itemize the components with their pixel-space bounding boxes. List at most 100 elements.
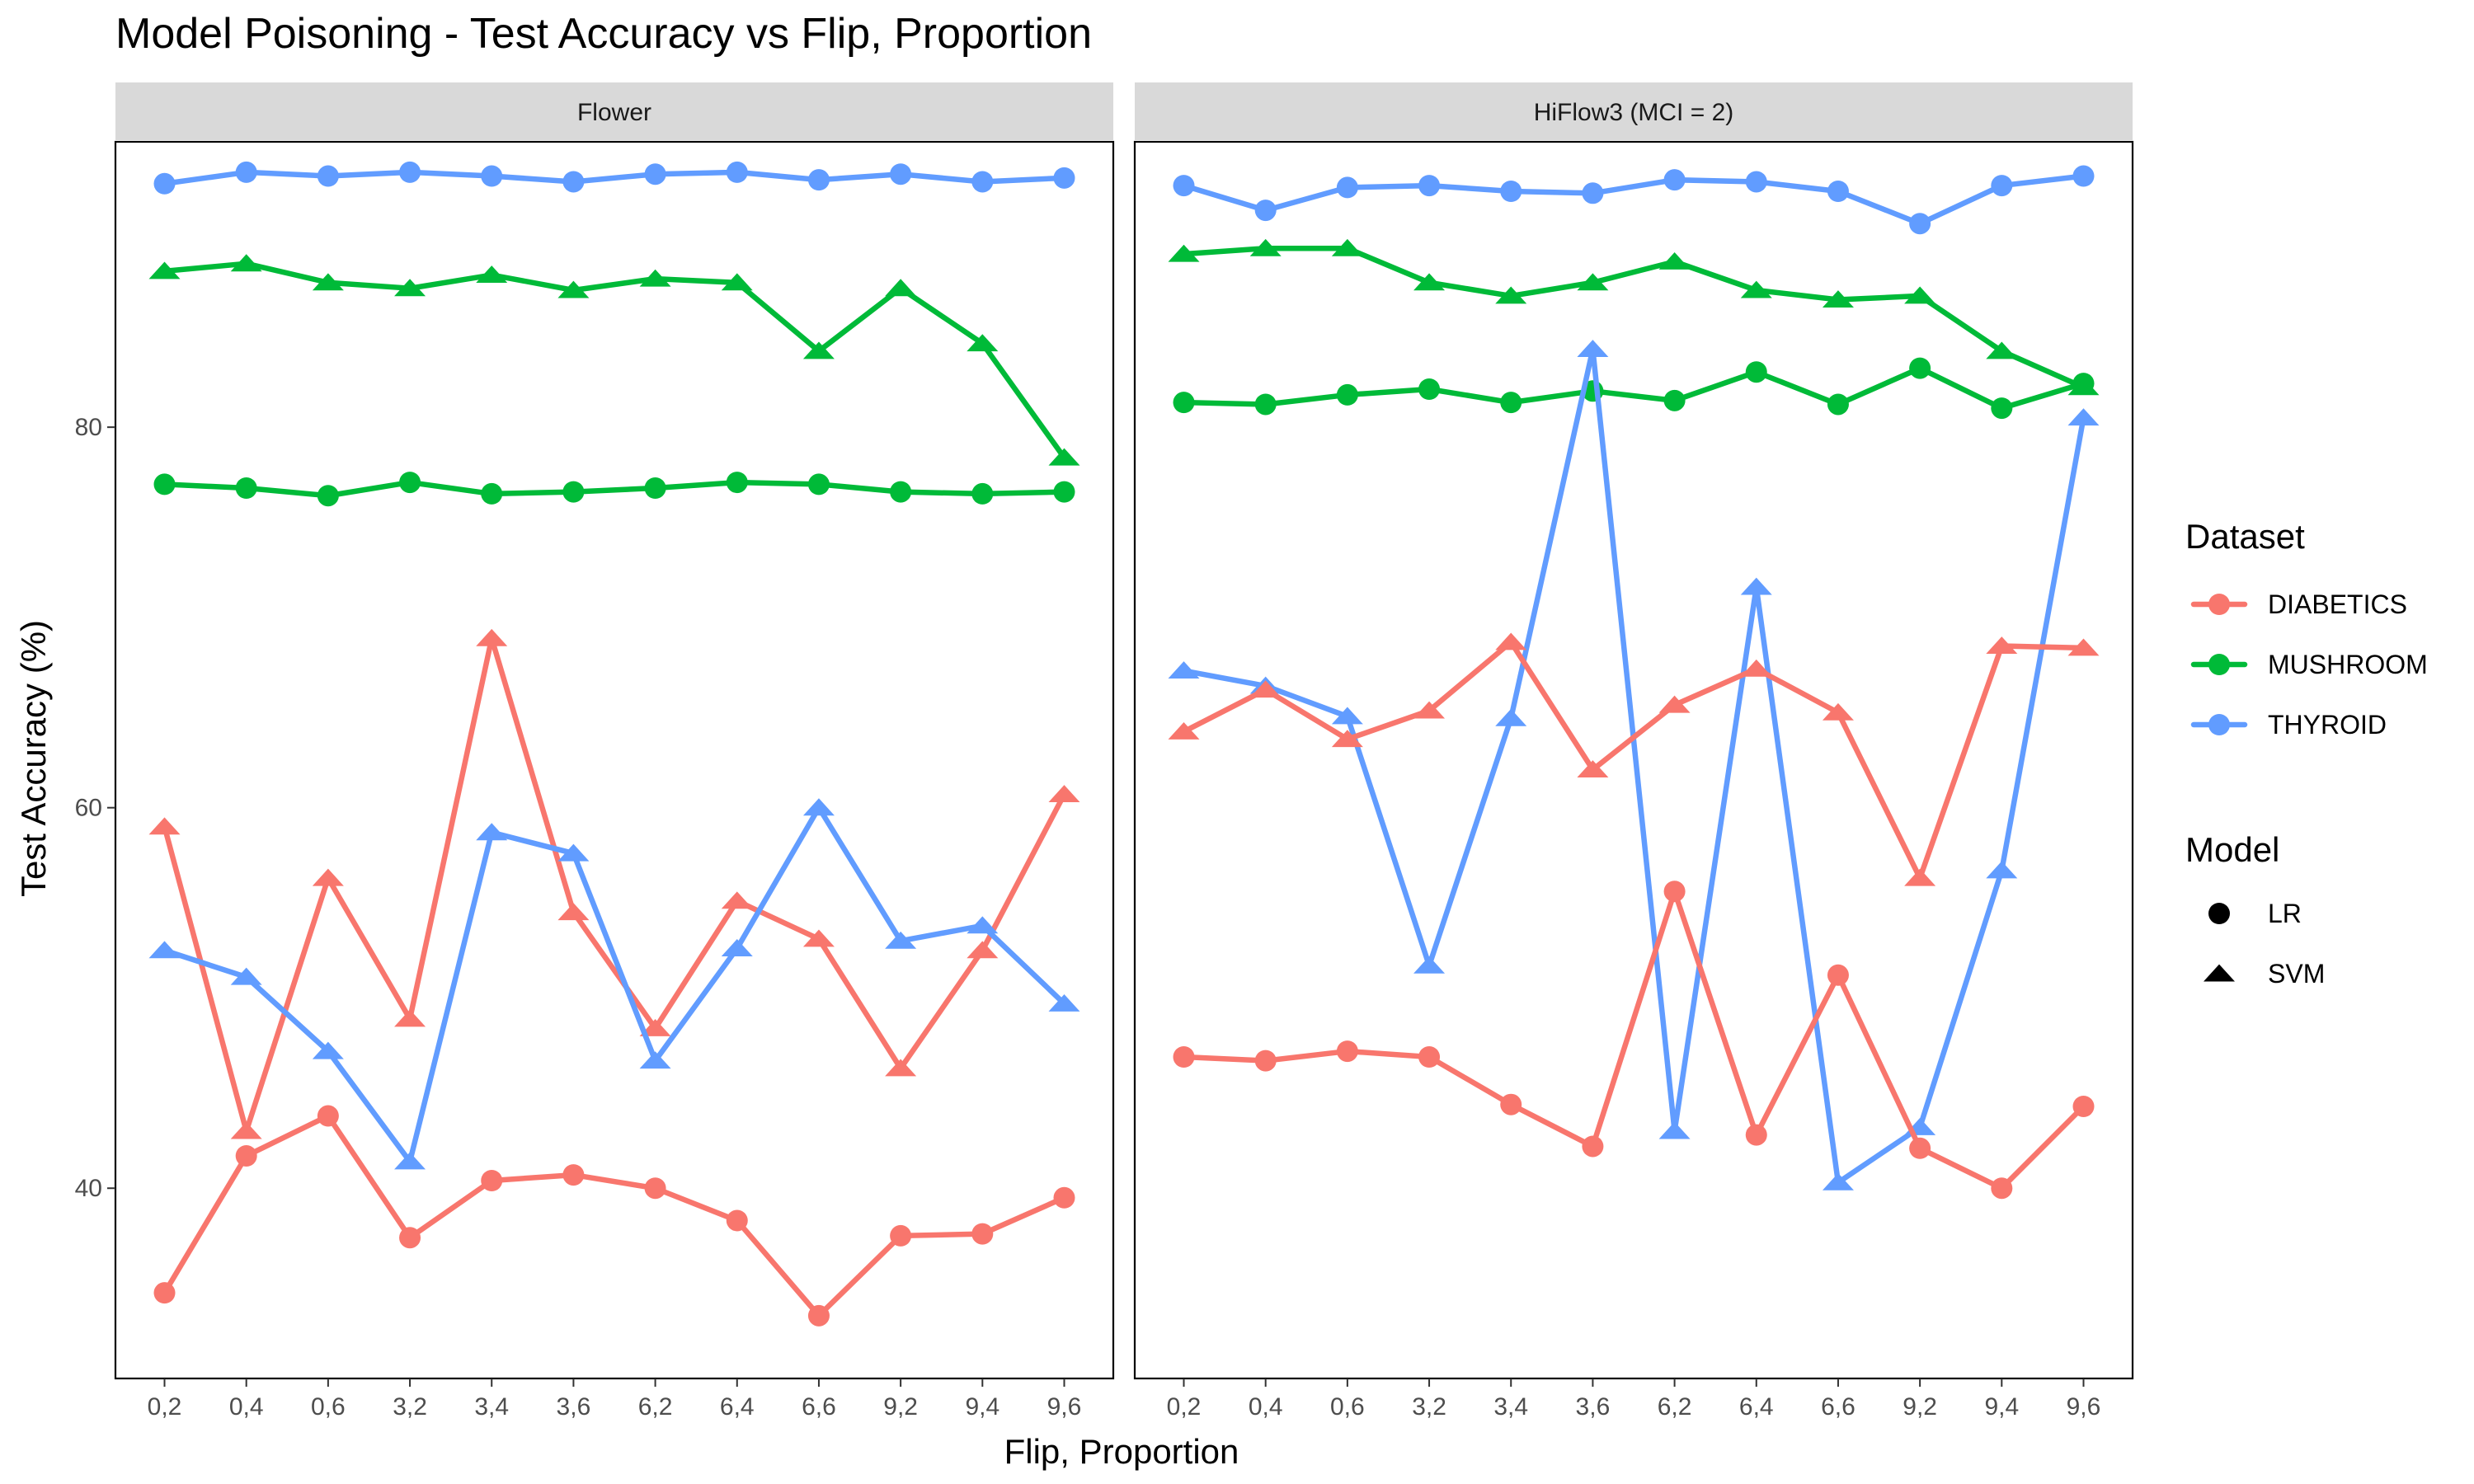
x-tick-label: 0,6 [1330,1393,1365,1421]
data-point-circle [807,169,830,191]
data-point-circle [562,1164,585,1186]
x-tick-label: 6,2 [638,1393,673,1421]
panel-hiflow3-mci-2: HiFlow3 (MCI = 2) 0,2 0,4 0,6 3,2 3,4 3,6 6,2 6,… [1133,82,2134,1421]
series-diabetics-lr [153,1105,1075,1327]
data-point-triangle [885,931,917,949]
data-point-triangle [394,1009,426,1027]
data-point-triangle [1740,577,1772,595]
data-point-circle [971,171,994,193]
series-line-diabetics-lr [1181,888,2086,1191]
data-point-triangle [1048,785,1080,803]
data-point-triangle [476,628,508,646]
data-point-circle [726,472,748,494]
data-point-circle [1500,1093,1522,1115]
x-tick-label: 9,4 [965,1393,999,1421]
legend-label: DIABETICS [2268,589,2407,619]
data-point-circle [1827,964,1849,986]
legend: Dataset Model DIABETICS MUSHROOM THYROID LR… [2185,517,2428,989]
panel-strip [1135,82,2133,140]
series-diabetics-svm [1168,632,2100,886]
y-axis-title: Test Accuracy (%) [14,620,53,897]
data-point-circle [1909,1137,1931,1159]
data-point-circle [399,472,421,494]
data-point-circle [562,171,585,193]
data-point-circle [1053,167,1075,189]
legend-key-circle [2208,903,2230,924]
data-point-circle [1173,392,1195,414]
data-point-circle [1991,175,2013,197]
data-point-circle [1745,1124,1767,1146]
data-point-circle [1053,481,1075,503]
panel-flower: Flower 40 60 80 0,2 0,4 0,6 3,2 3,4 3,6 6,2 6,4 6,6 9… [75,82,1115,1421]
legend-key-marker [2208,654,2230,675]
data-point-triangle [721,891,753,909]
data-point-circle [1663,881,1686,903]
data-point-circle [153,1282,176,1304]
legend-entry-mushroom: MUSHROOM [2190,650,2428,679]
data-point-triangle [394,1152,426,1170]
x-tick-label: 0,2 [1167,1393,1202,1421]
legend-entry-thyroid: THYROID [2190,710,2387,740]
data-point-circle [1745,361,1767,383]
data-point-triangle [1658,695,1691,713]
data-point-triangle [639,1051,671,1069]
x-tick-label: 3,6 [1576,1393,1611,1421]
series-diabetics-svm [148,628,1080,1139]
data-point-triangle [230,1121,262,1139]
x-tick-label: 6,4 [720,1393,755,1421]
data-point-triangle [1904,868,1936,886]
data-point-circle [399,161,421,183]
data-point-circle [807,473,830,495]
data-point-circle [1827,181,1849,202]
data-point-triangle [476,265,508,284]
series-line-thyroid-lr [162,169,1067,187]
data-point-triangle [1740,659,1772,677]
data-point-circle [1500,181,1522,202]
data-point-circle [317,485,339,507]
data-point-circle [562,481,585,503]
data-point-circle [235,477,257,499]
series-line-mushroom-svm [1181,245,2086,390]
legend-entry-diabetics: DIABETICS [2190,589,2407,619]
series-line-thyroid-svm [162,805,1067,1165]
data-point-circle [644,1177,666,1200]
panel-frame [114,140,1115,1380]
data-point-triangle [1048,993,1080,1012]
data-point-triangle [557,843,590,862]
data-point-circle [317,165,339,187]
data-point-circle [153,473,176,495]
panel-strip [115,82,1113,140]
legend-key-triangle [2204,964,2235,982]
data-point-triangle [885,1059,917,1077]
data-point-circle [1173,1046,1195,1068]
series-thyroid-lr [153,161,1075,195]
data-point-triangle [1986,636,2018,655]
data-point-triangle [312,1041,344,1059]
data-point-circle [1418,378,1441,400]
data-point-triangle [802,341,835,359]
x-tick-label: 3,4 [474,1393,509,1421]
data-point-circle [971,482,994,505]
series-mushroom-svm [1168,238,2100,396]
x-tick-label: 3,2 [393,1393,427,1421]
series-line-diabetics-svm [162,636,1067,1134]
data-point-circle [1418,1046,1441,1068]
x-tick-label: 0,4 [1249,1393,1283,1421]
legend-key-marker [2208,594,2230,615]
x-tick-label: 0,2 [148,1393,182,1421]
data-point-triangle [1986,341,2018,359]
data-point-triangle [1413,956,1446,974]
data-point-circle [235,161,257,183]
data-point-triangle [394,279,426,297]
data-point-circle [1336,176,1358,199]
data-point-triangle [1577,340,1609,358]
data-point-circle [1663,389,1686,411]
data-point-triangle [148,941,181,959]
data-point-triangle [1495,632,1527,650]
data-point-triangle [1249,680,1282,698]
y-tick-label: 40 [75,1175,102,1202]
data-point-circle [481,165,503,187]
data-point-triangle [1413,701,1446,719]
data-point-triangle [1331,238,1363,256]
